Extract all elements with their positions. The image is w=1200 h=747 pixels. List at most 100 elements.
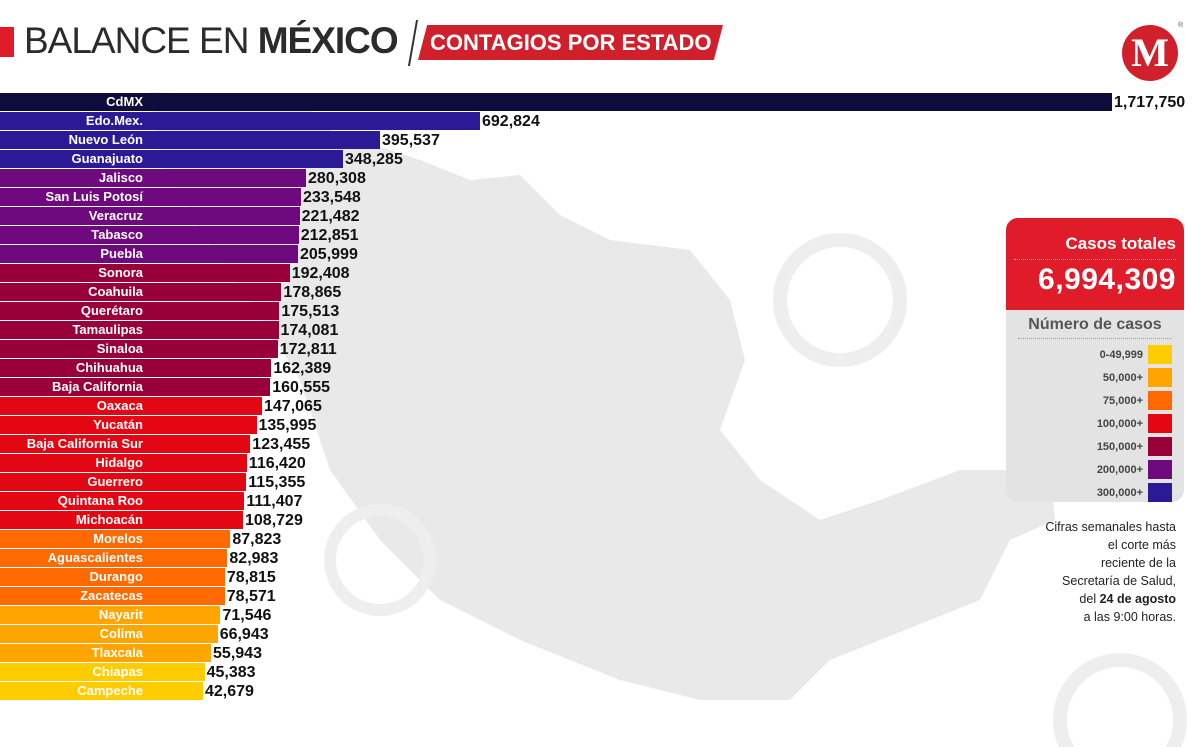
note-line: Secretaría de Salud, (1062, 574, 1176, 588)
bar-value: 78,571 (226, 588, 276, 605)
bar-label: Nayarit (98, 607, 143, 622)
bar (0, 340, 278, 358)
bar-value: 116,420 (248, 455, 306, 472)
bar-label: San Luis Potosí (45, 189, 143, 204)
bar (0, 378, 271, 396)
legend-label: 200,000+ (1096, 463, 1143, 476)
legend-item: 75,000+ (1018, 389, 1172, 412)
bar (0, 359, 272, 377)
bar-value: 78,815 (226, 569, 276, 586)
bar-value: 160,555 (272, 379, 331, 396)
note-line: del 24 de agosto (1020, 590, 1176, 608)
source-note: Cifras semanales hasta el corte más reci… (1020, 518, 1176, 626)
milenio-logo: M (1122, 25, 1178, 81)
bar-label: Tlaxcala (91, 645, 143, 660)
bar-label: Baja California (51, 379, 143, 394)
bar-label: Zacatecas (80, 588, 143, 603)
title-light: BALANCE EN (24, 20, 258, 61)
legend-label: 300,000+ (1096, 486, 1143, 499)
bar-value: 147,065 (264, 398, 322, 415)
legend-label: 75,000+ (1102, 394, 1143, 407)
bar-label: Sonora (98, 265, 143, 280)
bar-value: 395,537 (382, 132, 440, 149)
legend-label: 100,000+ (1096, 417, 1143, 430)
bar-label: Morelos (93, 531, 143, 546)
bar-label: Hidalgo (95, 455, 143, 470)
legend-swatch (1148, 391, 1172, 410)
bar (0, 625, 218, 643)
registered-mark: ® (1178, 22, 1184, 29)
bar-value: 82,983 (229, 550, 279, 567)
bar-label: Chiapas (92, 664, 143, 679)
bar-value: 221,482 (301, 208, 360, 225)
bar (0, 169, 306, 187)
bar-value: 192,408 (291, 265, 350, 282)
bar-value: 111,407 (246, 493, 303, 510)
bar-value: 692,824 (482, 113, 540, 130)
legend: Número de casos 0-49,999 50,000+ 75,000+ 10… (1006, 310, 1184, 502)
legend-item: 100,000+ (1018, 412, 1172, 435)
summary-card: Casos totales 6,994,309 Número de casos … (1006, 218, 1184, 502)
total-cases-value: 6,994,309 (1038, 263, 1176, 296)
bar (0, 644, 212, 662)
bar (0, 131, 380, 149)
bar (0, 568, 225, 586)
bar-label: Tamaulipas (72, 322, 143, 337)
bar (0, 93, 1112, 111)
note-line: a las 9:00 horas. (1083, 610, 1176, 624)
bar-value: 174,081 (280, 322, 339, 339)
bar-value: 135,995 (258, 417, 317, 434)
bar (0, 321, 279, 339)
total-cases-label: Casos totales (1014, 218, 1176, 260)
bar-label: Sinaloa (96, 341, 143, 356)
bar-value: 108,729 (245, 512, 303, 529)
page-title: BALANCE EN MÉXICO (24, 20, 399, 62)
legend-item: 50,000+ (1018, 366, 1172, 389)
bar-value: 42,679 (205, 683, 254, 700)
bar (0, 302, 280, 320)
bar-label: Michoacán (75, 512, 143, 527)
note-line: el corte más (1107, 538, 1176, 552)
bar-label: Puebla (100, 246, 143, 261)
bar-value: 212,851 (300, 227, 359, 244)
bar-label: Tabasco (91, 227, 143, 242)
bar (0, 530, 231, 548)
bar (0, 682, 203, 700)
bar-value: 45,383 (206, 664, 256, 681)
legend-title: Número de casos (1018, 316, 1172, 339)
bar-value: 123,455 (252, 436, 311, 453)
legend-item: 150,000+ (1018, 435, 1172, 458)
bar-value: 233,548 (302, 189, 361, 206)
bar-label: Baja California Sur (26, 436, 143, 451)
bar (0, 587, 225, 605)
bar-value: 162,389 (273, 360, 332, 377)
bar-label: Durango (89, 569, 143, 584)
bar-value: 172,811 (279, 341, 337, 358)
total-cases-panel: Casos totales 6,994,309 (1006, 218, 1184, 310)
bar-value: 71,546 (222, 607, 272, 624)
page-subtitle: CONTAGIOS POR ESTADO (418, 25, 723, 60)
bar-label: Coahuila (88, 284, 143, 299)
bar-value: 87,823 (232, 531, 282, 548)
bar (0, 245, 298, 263)
bar-label: Quintana Roo (57, 493, 143, 508)
bar-label: Querétaro (80, 303, 143, 318)
bar-label: Nuevo León (68, 132, 143, 147)
bar (0, 264, 290, 282)
bar-value: 205,999 (300, 246, 358, 263)
bar-value: 55,943 (213, 645, 262, 662)
bar-value: 66,943 (219, 626, 269, 643)
bar-label: Oaxaca (96, 398, 143, 413)
note-line: Cifras semanales hasta (1045, 520, 1176, 534)
bar-value: 178,865 (283, 284, 342, 301)
bar (0, 492, 245, 510)
legend-label: 150,000+ (1096, 440, 1143, 453)
bar-label: Chihuahua (75, 360, 143, 375)
bar-label: Jalisco (98, 170, 143, 185)
bar-label: Colima (99, 626, 143, 641)
bar (0, 226, 299, 244)
bar-value: 175,513 (281, 303, 340, 320)
bar (0, 150, 343, 168)
